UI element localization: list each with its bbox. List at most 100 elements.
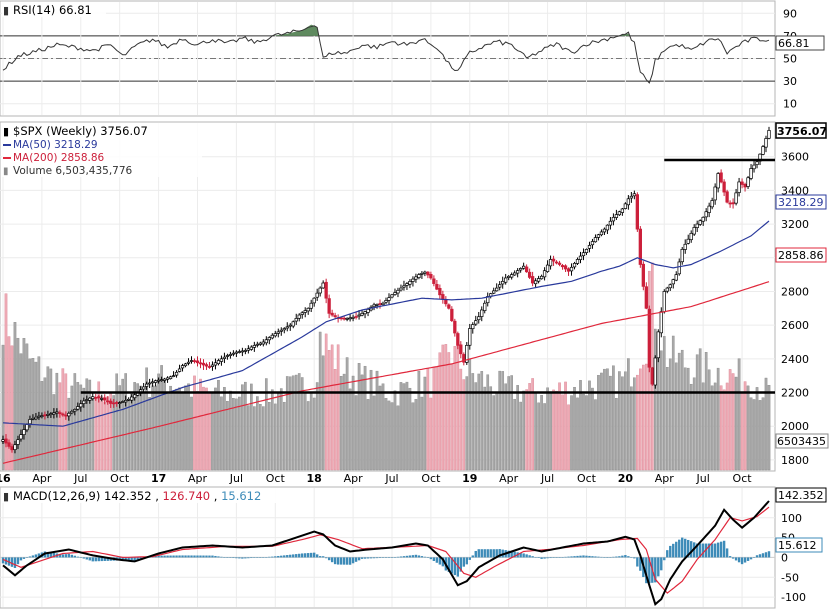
macd-histogram-bar xyxy=(420,556,424,558)
macd-histogram-bar xyxy=(432,557,436,561)
macd-histogram-bar xyxy=(357,557,361,561)
macd-histogram-bar xyxy=(537,557,540,558)
volume-bar xyxy=(357,363,361,471)
volume-bar xyxy=(728,369,732,471)
macd-histogram-bar xyxy=(25,557,29,558)
volume-label: Volume 6,503,435,776 xyxy=(13,165,133,177)
x-tick-label: Apr xyxy=(344,472,364,485)
price-candle-body xyxy=(228,353,233,356)
volume-bar xyxy=(282,401,286,471)
price-candle-body xyxy=(725,191,729,203)
macd-histogram-bar xyxy=(618,556,621,558)
volume-bar xyxy=(716,367,720,471)
macd-histogram-bar xyxy=(746,557,750,561)
macd-histogram-bar xyxy=(672,543,675,558)
price-candle-body xyxy=(755,161,759,165)
macd-histogram-bar xyxy=(597,556,600,558)
volume-bar xyxy=(639,368,642,471)
macd-histogram-bar xyxy=(615,556,618,558)
volume-bar xyxy=(447,352,451,471)
price-candle-body xyxy=(73,409,77,412)
volume-bar xyxy=(264,378,268,471)
volume-bar xyxy=(504,383,508,471)
macd-histogram-bar xyxy=(698,543,702,558)
volume-bar xyxy=(145,367,148,471)
price-candle-body xyxy=(16,439,20,445)
macd-histogram-bar xyxy=(660,557,663,571)
macd-histogram-bar xyxy=(226,557,229,558)
price-candle-body xyxy=(375,304,379,306)
price-candle-body xyxy=(468,328,472,346)
volume-bar xyxy=(82,387,86,471)
macd-histogram-bar xyxy=(534,557,537,558)
macd-histogram-bar xyxy=(462,557,465,567)
volume-bar xyxy=(381,383,385,471)
price-candle-body xyxy=(79,403,83,408)
price-candle-body xyxy=(516,270,520,274)
rsi-legend: ▮ RSI(14) 66.81 xyxy=(2,2,106,17)
price-candle-body xyxy=(641,263,645,287)
price-candle-body xyxy=(97,396,101,399)
macd-histogram-bar xyxy=(408,555,412,558)
ma50-label: MA(50) 3218.29 xyxy=(13,139,98,151)
volume-icon: ▮ xyxy=(3,166,9,177)
volume-bar xyxy=(719,385,723,471)
volume-bar xyxy=(267,402,271,471)
price-candle-body xyxy=(363,311,367,315)
rsi-tick-label: 50 xyxy=(783,53,797,66)
macd-histogram-bar xyxy=(121,557,124,561)
macd-histogram-bar xyxy=(339,557,343,565)
x-tick-label: 18 xyxy=(307,472,322,485)
macd-histogram-bar xyxy=(561,557,564,558)
volume-bar xyxy=(746,385,750,471)
ma200-tag-value: 2858.86 xyxy=(778,249,824,262)
volume-bar xyxy=(683,367,687,471)
volume-bar xyxy=(650,262,654,471)
macd-histogram-bar xyxy=(70,554,74,558)
macd-histogram-bar xyxy=(405,555,409,558)
price-candle-body xyxy=(447,304,451,309)
volume-bar xyxy=(576,397,579,471)
volume-bar xyxy=(489,386,493,471)
macd-histogram-bar xyxy=(492,549,495,558)
price-candle-body xyxy=(67,412,71,417)
volume-bar xyxy=(124,373,128,471)
volume-bar xyxy=(573,387,576,471)
volume-bar xyxy=(232,398,235,471)
price-candle-body xyxy=(58,412,62,415)
price-candle-body xyxy=(533,280,538,285)
price-candle-body xyxy=(37,415,41,418)
price-candle-body xyxy=(465,344,469,363)
price-candle-body xyxy=(495,287,499,292)
volume-bar xyxy=(740,393,744,471)
macd-histogram-bar xyxy=(743,557,747,563)
volume-bar xyxy=(214,387,217,471)
price-candle-body xyxy=(605,224,610,231)
volume-bar xyxy=(226,401,229,471)
macd-histogram-bar xyxy=(426,557,430,558)
volume-bar xyxy=(100,396,104,471)
volume-bar xyxy=(483,386,487,471)
volume-bar xyxy=(79,384,83,471)
volume-bar xyxy=(76,382,80,471)
macd-histogram-bar xyxy=(88,557,91,561)
rsi-axis: 9070503010 xyxy=(783,7,797,110)
rsi-series xyxy=(2,24,770,84)
volume-bar xyxy=(474,382,478,471)
price-candle-body xyxy=(25,424,29,431)
volume-bar xyxy=(330,344,334,471)
price-candle-body xyxy=(695,223,699,228)
macd-histogram-bar xyxy=(483,549,486,558)
macd-histogram-bar xyxy=(289,554,292,558)
ma50-tag-value: 3218.29 xyxy=(778,196,824,209)
macd-histogram-bar xyxy=(31,555,35,558)
macd-histogram-bar xyxy=(764,552,768,558)
price-candle-body xyxy=(91,396,95,400)
price-tick-label: 3200 xyxy=(781,218,809,231)
macd-histogram-bar xyxy=(94,557,97,562)
x-axis: 16 Apr Jul Oct 17 Apr Jul Oct 18 Apr Jul Oct 19 Apr Ju… xyxy=(0,472,752,485)
macd-histogram-bar xyxy=(678,539,681,558)
macd-histogram-bar xyxy=(232,557,235,559)
macd-histogram-bar xyxy=(67,553,71,558)
macd-histogram-bar xyxy=(767,551,771,558)
